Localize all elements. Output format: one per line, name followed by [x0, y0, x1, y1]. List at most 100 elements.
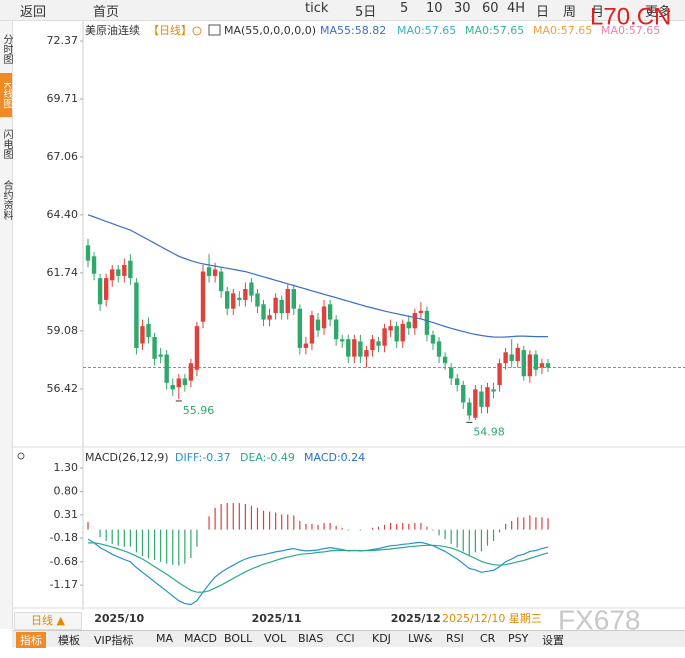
indicator-tab[interactable]: LW&: [408, 632, 433, 645]
indicator-tab[interactable]: CR: [480, 632, 496, 645]
toolbar-item[interactable]: 10: [426, 1, 443, 16]
indicator-tab[interactable]: BOLL: [224, 632, 253, 645]
candle-body: [382, 328, 387, 346]
candle-body: [370, 339, 375, 351]
candle-body: [225, 291, 230, 309]
period-label: 【日线】: [148, 23, 192, 37]
candle-body: [170, 385, 175, 390]
sidebar-tab[interactable]: 闪电图: [1, 129, 12, 159]
indicator-tab[interactable]: BIAS: [298, 632, 324, 645]
candle-body: [249, 282, 254, 296]
indicator-tab[interactable]: 模板: [58, 634, 80, 647]
legend-item: MA0:57.65: [397, 24, 456, 37]
sidebar-tab[interactable]: 分时图: [1, 34, 12, 64]
settings-icon[interactable]: [192, 26, 202, 36]
candle-body: [497, 363, 502, 386]
candle-body: [352, 339, 357, 357]
legend-item: MA0:57.65: [533, 24, 592, 37]
toolbar-item[interactable]: tick: [305, 1, 329, 16]
ma-line: [87, 214, 548, 338]
candle-body: [128, 260, 133, 279]
candle-body: [533, 354, 539, 370]
sidebar-tab[interactable]: K线图: [0, 73, 12, 117]
indicator-tab[interactable]: MA: [156, 632, 174, 645]
candle-body: [297, 308, 303, 348]
indicator-tab[interactable]: KDJ: [372, 632, 391, 645]
candle-body: [388, 326, 393, 331]
candle-body: [97, 278, 103, 305]
y-tick-label: -0.18: [50, 531, 78, 544]
y-tick-label: 67.06: [47, 150, 79, 163]
toolbar-item[interactable]: 4H: [507, 1, 526, 16]
candle-body: [176, 378, 181, 388]
candle-body: [267, 315, 272, 320]
settings-icon[interactable]: [17, 452, 25, 460]
y-tick-label: 0.80: [54, 485, 79, 498]
candle-body: [455, 378, 460, 386]
watermark: L70.CN: [590, 3, 671, 30]
y-tick-label: 61.74: [47, 266, 79, 279]
candle-body: [333, 319, 339, 340]
y-tick-label: -0.68: [50, 555, 78, 568]
candle-body: [364, 350, 369, 357]
candle-body: [206, 267, 212, 276]
x-tick-label: 2025/11: [252, 612, 302, 625]
candle-body: [509, 354, 514, 362]
indicator-tab[interactable]: 指标: [16, 632, 46, 648]
candle-body: [273, 297, 278, 314]
candle-body: [394, 326, 399, 342]
toolbar-item[interactable]: 月: [591, 5, 605, 20]
indicator-tab[interactable]: 设置: [542, 634, 564, 647]
candle-body: [261, 304, 266, 320]
candle-body: [346, 339, 351, 357]
y-tick-label: 64.40: [47, 208, 79, 221]
x-tick-label: 2025/10: [94, 612, 144, 625]
toolbar-item[interactable]: 30: [454, 1, 471, 16]
toolbar-item[interactable]: 5日: [355, 5, 377, 20]
candle-body: [237, 297, 242, 300]
candle-body: [467, 402, 472, 416]
indicator-tab[interactable]: MACD: [184, 632, 217, 645]
indicator-tab[interactable]: CCI: [336, 632, 355, 645]
candle-body: [140, 326, 145, 344]
candle-body: [279, 299, 284, 314]
toolbar-item[interactable]: 周: [563, 5, 577, 20]
candle-body: [400, 323, 405, 342]
macd-title: MACD(26,12,9): [85, 451, 169, 464]
candle-body: [491, 389, 496, 392]
candle-body: [146, 323, 151, 338]
candle-body: [255, 293, 260, 307]
candle-body: [479, 391, 484, 407]
indicator-tab[interactable]: VOL: [264, 632, 287, 645]
candle-body: [412, 313, 418, 329]
candle-body: [448, 367, 454, 379]
y-tick-label: 56.42: [47, 382, 79, 395]
toolbar-item[interactable]: 60: [482, 1, 499, 16]
candle-body: [103, 278, 109, 300]
toolbar-item[interactable]: 更多: [645, 5, 672, 20]
toolbar-item[interactable]: 返回: [20, 5, 47, 20]
sidebar-tab[interactable]: 合约资料: [1, 180, 12, 220]
legend-item: MA0:57.65: [601, 24, 660, 37]
candle-body: [521, 350, 526, 377]
candle-body: [158, 354, 163, 357]
candle-body: [134, 282, 139, 348]
indicator-tab[interactable]: PSY: [508, 632, 529, 645]
indicator-tab[interactable]: VIP指标: [94, 634, 134, 647]
period-button[interactable]: 日线 ▲: [14, 612, 82, 630]
candle-body: [327, 304, 333, 320]
legend-item: MACD:0.24: [304, 451, 365, 464]
dea-line: [88, 542, 549, 593]
toolbar-item[interactable]: 日: [536, 5, 550, 20]
candle-body: [243, 289, 248, 300]
indicator-tab[interactable]: RSI: [446, 632, 464, 645]
toolbar-item[interactable]: 5: [400, 1, 409, 16]
candle-body: [358, 341, 363, 357]
chart-icon[interactable]: [208, 24, 221, 36]
candle-body: [212, 269, 218, 276]
candle-body: [485, 387, 490, 407]
toolbar-item[interactable]: 首页: [93, 5, 120, 20]
legend-item: MA0:57.65: [465, 24, 524, 37]
chart-title: 美原油连续: [85, 23, 140, 37]
candle-body: [218, 271, 224, 292]
